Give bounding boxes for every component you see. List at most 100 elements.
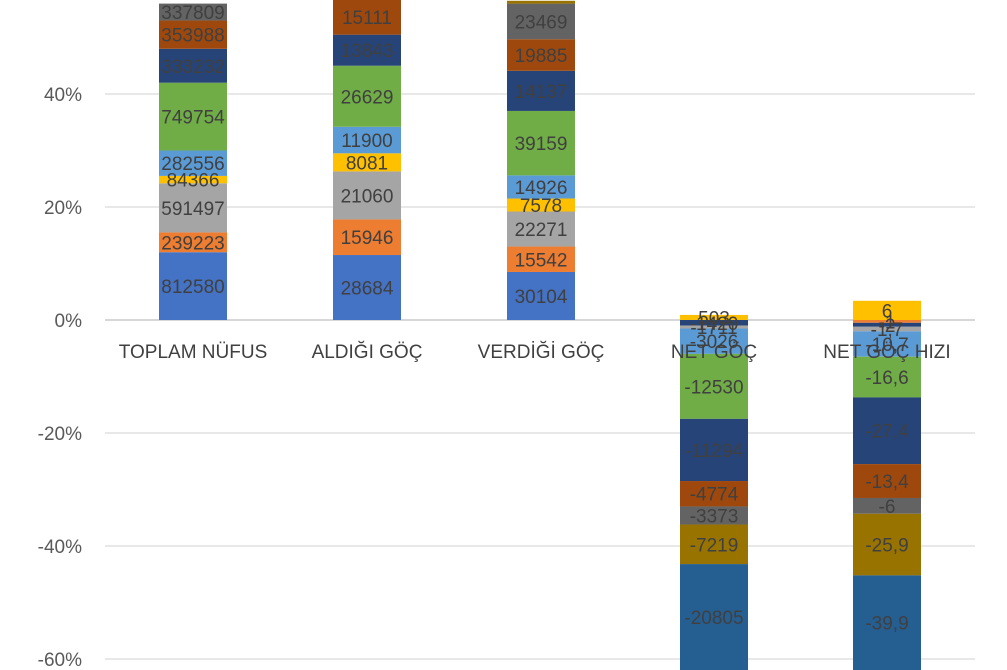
y-tick-label: 20%: [44, 198, 82, 219]
data-label: 591497: [161, 199, 224, 220]
y-tick-label: 0%: [55, 311, 83, 332]
bar-segment: [507, 271, 575, 320]
bar-segment: [159, 175, 227, 184]
bar-segment: [853, 322, 921, 327]
bar-segment: [159, 20, 227, 49]
bar-segment: [333, 219, 401, 256]
data-label: -1420: [690, 314, 739, 335]
bar-segment: [853, 331, 921, 357]
bar-segment: [680, 325, 748, 329]
bar-segment: [853, 497, 921, 514]
bar-segment: [333, 0, 401, 35]
bar-segment: [853, 326, 921, 332]
y-tick-label: -40%: [38, 537, 82, 558]
data-label: 282556: [161, 154, 224, 175]
bar-segment: [159, 82, 227, 151]
bar-segment: [853, 513, 921, 576]
data-label: 749754: [161, 108, 225, 129]
bar-segment: [680, 524, 748, 565]
x-category-label: TOPLAM NÜFUS: [119, 342, 268, 363]
data-label: 353988: [161, 26, 224, 47]
bar-segment: [333, 255, 401, 320]
y-tick-label: -20%: [38, 424, 82, 445]
data-label: 14137: [515, 82, 568, 103]
bar-segment: [507, 39, 575, 71]
data-label: -12530: [684, 377, 743, 398]
bar-segment: [159, 183, 227, 233]
bar-segment: [507, 70, 575, 111]
bar-segment: [333, 34, 401, 66]
data-label: -1711: [690, 318, 737, 339]
data-label: -13,4: [865, 472, 909, 493]
bars: [159, 0, 921, 670]
data-label: -20805: [684, 608, 743, 629]
bar-segment: [159, 252, 227, 320]
data-label: -7219: [690, 535, 739, 556]
data-label: 11900: [341, 131, 392, 152]
x-category-label: ALDIĞI GÖÇ: [312, 341, 423, 363]
bar-segment: [507, 246, 575, 272]
bar-segment: [507, 3, 575, 40]
data-label: 337809: [161, 3, 224, 24]
data-label: 503: [698, 308, 730, 329]
bar-segment: [853, 397, 921, 465]
x-category-label: VERDİĞİ GÖÇ: [478, 341, 605, 363]
data-label: 333232: [161, 57, 224, 78]
data-label: 19885: [515, 46, 568, 67]
data-label: -2: [879, 316, 896, 337]
data-label: 8081: [346, 153, 388, 174]
data-label: 15111: [342, 8, 392, 29]
data-label: -3026: [690, 332, 739, 353]
y-axis-tick-labels: -60% -40% -20% 0% 20% 40%: [38, 85, 82, 670]
data-label: 13843: [341, 41, 394, 62]
bar-segment: [507, 110, 575, 176]
bar-segment: [853, 320, 921, 323]
data-label: -4774: [690, 485, 739, 506]
x-category-label: NET GÖÇ HIZI: [823, 342, 950, 363]
data-label: 30104: [515, 287, 568, 308]
data-label: -1: [879, 312, 896, 333]
data-label: -39,9: [865, 614, 908, 635]
data-label: 812580: [161, 277, 224, 298]
bar-segment: [159, 3, 227, 21]
bar-segment: [853, 575, 921, 670]
data-label: 239223: [161, 233, 224, 254]
bar-segment: [853, 464, 921, 498]
data-label: -11294: [685, 441, 743, 462]
data-label: 26629: [341, 87, 394, 108]
data-label: -1,7: [871, 320, 904, 341]
bar-segment: [507, 0, 575, 4]
bar-segment: [680, 481, 748, 507]
bar-segment: [680, 328, 748, 354]
bar-segment: [507, 175, 575, 199]
data-label: 6: [882, 301, 893, 322]
bar-segment: [333, 126, 401, 154]
data-label: 21060: [341, 186, 394, 207]
bar-segment: [680, 353, 748, 419]
data-label: -6: [879, 497, 896, 518]
data-label: -3373: [690, 506, 739, 527]
data-label: 15542: [515, 250, 568, 271]
bar-segment: [680, 320, 748, 326]
data-label: 39159: [515, 134, 568, 155]
bar-segment: [680, 418, 748, 482]
bar-segment: [159, 232, 227, 253]
bar-segment: [680, 564, 748, 670]
bar-segment: [853, 300, 921, 320]
x-axis-category-labels: TOPLAM NÜFUS ALDIĞI GÖÇ VERDİĞİ GÖÇ NET GÖÇ…: [119, 341, 951, 363]
data-label: 84366: [167, 171, 220, 192]
bar-segment: [333, 153, 401, 172]
data-label: -10,7: [865, 335, 908, 356]
bar-segment: [333, 171, 401, 220]
data-label: 14926: [515, 178, 568, 199]
y-tick-label: -60%: [38, 650, 82, 670]
bar-segment: [159, 150, 227, 176]
bar-segment: [159, 48, 227, 83]
data-label: -27,4: [865, 422, 909, 443]
bar-segment: [507, 211, 575, 247]
bar-segment: [507, 198, 575, 212]
data-label: -16,6: [865, 368, 908, 389]
bar-segment: [853, 356, 921, 398]
bar-segment: [333, 65, 401, 127]
